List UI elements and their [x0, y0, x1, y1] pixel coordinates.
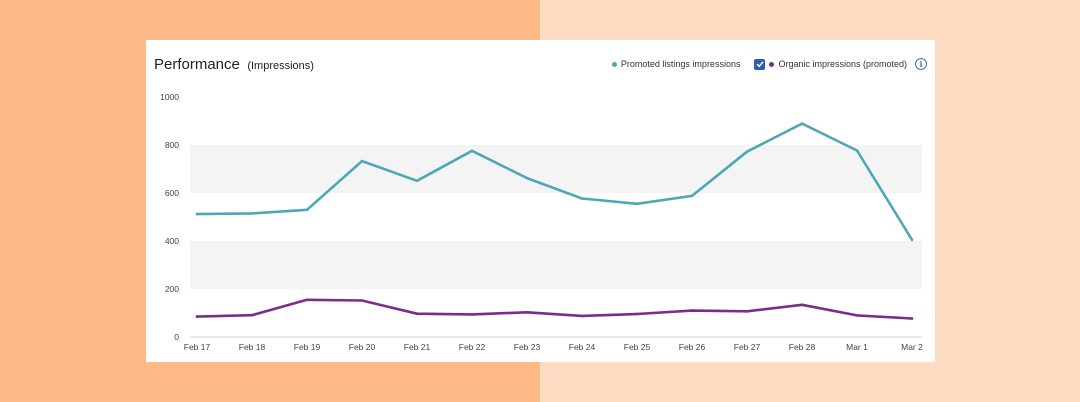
- data-point: [855, 314, 859, 317]
- x-tick-label: Feb 17: [184, 342, 211, 352]
- legend: Promoted listings impressions Organic im…: [611, 58, 927, 70]
- data-point: [745, 150, 749, 154]
- data-point: [855, 149, 859, 152]
- data-point: [525, 176, 529, 180]
- series-line-organic: [195, 298, 914, 320]
- y-tick-label: 0: [174, 332, 179, 342]
- grid-band: [190, 145, 922, 193]
- y-tick-label: 600: [165, 188, 179, 198]
- x-tick-label: Feb 22: [459, 342, 486, 352]
- x-tick-label: Feb 27: [734, 342, 761, 352]
- data-point: [910, 238, 914, 242]
- data-point: [305, 208, 309, 212]
- data-point: [195, 212, 199, 216]
- grid-band: [190, 241, 922, 289]
- chart-subtitle: (Impressions): [247, 60, 314, 72]
- data-point: [250, 212, 254, 215]
- checkbox-checked-icon[interactable]: [754, 58, 766, 70]
- data-point: [690, 194, 694, 198]
- x-tick-label: Feb 19: [294, 342, 321, 352]
- chart-title: Performance: [154, 56, 240, 73]
- line-chart: 0 200 400 600 800 1000 Feb 17 Feb 18 Feb 19 Feb 2…: [160, 92, 923, 352]
- performance-card: Performance (Impressions) Promoted listi…: [146, 40, 935, 362]
- data-point: [800, 122, 804, 125]
- data-point: [195, 315, 199, 318]
- y-tick-label: 800: [165, 140, 179, 150]
- legend-item-promoted[interactable]: Promoted listings impressions: [611, 59, 741, 69]
- info-icon[interactable]: i: [915, 58, 927, 70]
- data-point: [690, 309, 694, 312]
- data-point: [580, 314, 584, 318]
- data-point: [415, 179, 419, 183]
- y-tick-label: 400: [165, 236, 179, 246]
- data-point: [360, 299, 364, 302]
- legend-dot-organic-icon: [769, 61, 775, 67]
- y-tick-label: 1000: [160, 92, 179, 102]
- legend-label-organic: Organic impressions (promoted): [778, 59, 907, 69]
- x-tick-label: Feb 25: [624, 342, 651, 352]
- data-point: [360, 159, 364, 163]
- x-tick-label: Feb 20: [349, 342, 376, 352]
- data-point: [415, 312, 419, 316]
- y-tick-label: 200: [165, 284, 179, 294]
- data-point: [470, 313, 474, 316]
- data-point: [745, 310, 749, 313]
- data-point: [910, 317, 914, 320]
- x-tick-label: Mar 2: [901, 342, 923, 352]
- title-row: Performance (Impressions): [154, 56, 314, 74]
- x-tick-label: Feb 24: [569, 342, 596, 352]
- data-point: [800, 303, 804, 307]
- x-tick-label: Mar 1: [846, 342, 868, 352]
- series-line-promoted: [195, 122, 914, 242]
- legend-label-promoted: Promoted listings impressions: [620, 59, 741, 69]
- x-tick-label: Feb 26: [679, 342, 706, 352]
- x-tick-label: Feb 28: [789, 342, 816, 352]
- data-point: [470, 149, 474, 153]
- x-tick-label: Feb 18: [239, 342, 266, 352]
- legend-dot-promoted-icon: [611, 61, 617, 67]
- x-tick-label: Feb 23: [514, 342, 541, 352]
- data-point: [635, 312, 639, 316]
- data-point: [580, 197, 584, 200]
- data-point: [635, 202, 639, 206]
- data-point: [305, 298, 309, 302]
- data-point: [525, 310, 529, 314]
- data-point: [250, 313, 254, 317]
- legend-item-organic[interactable]: Organic impressions (promoted): [740, 58, 907, 70]
- x-tick-label: Feb 21: [404, 342, 431, 352]
